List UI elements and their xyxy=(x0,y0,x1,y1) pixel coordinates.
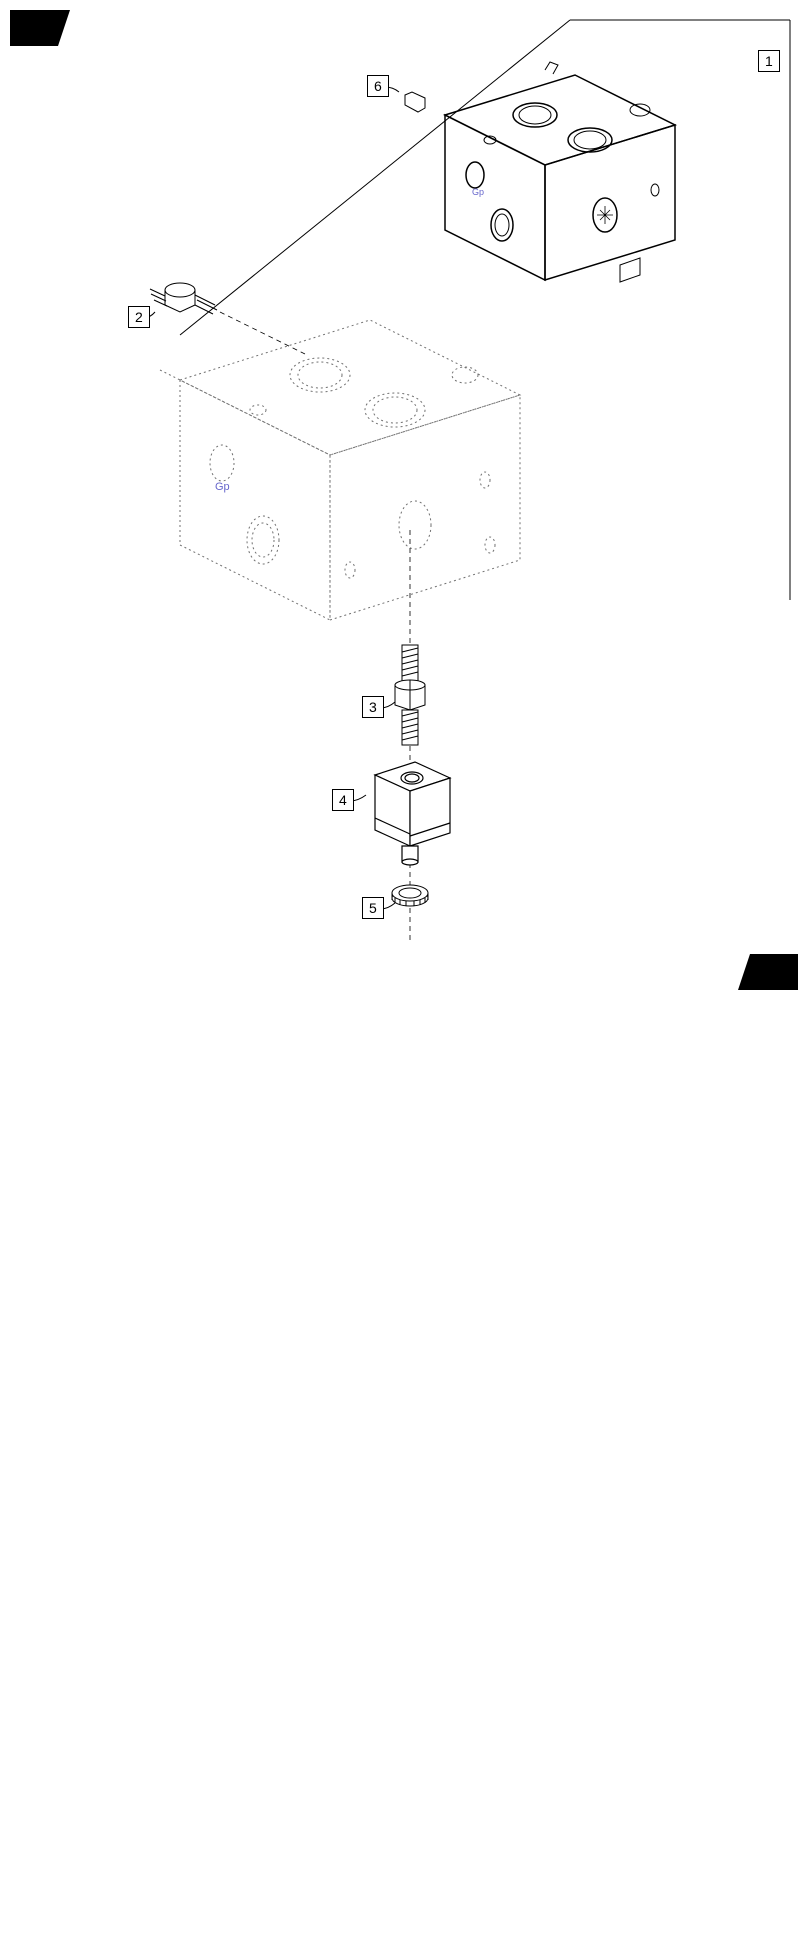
parts-diagram: Gp xyxy=(0,0,808,1000)
svg-text:Gp: Gp xyxy=(215,481,230,493)
callout-6: 6 xyxy=(367,75,389,97)
fitting-3 xyxy=(395,645,425,745)
callout-4: 4 xyxy=(332,789,354,811)
diagram-svg: Gp xyxy=(0,0,808,1000)
fitting-2 xyxy=(150,283,217,314)
retaining-nut-5 xyxy=(392,885,428,906)
solenoid-4 xyxy=(375,762,450,865)
callout-5: 5 xyxy=(362,897,384,919)
callout-2: 2 xyxy=(128,306,150,328)
svg-text:Gp: Gp xyxy=(472,187,484,197)
solid-manifold-block: Gp xyxy=(405,62,675,282)
phantom-manifold-block: Gp xyxy=(160,320,520,620)
callout-3: 3 xyxy=(362,696,384,718)
callout-1: 1 xyxy=(758,50,780,72)
